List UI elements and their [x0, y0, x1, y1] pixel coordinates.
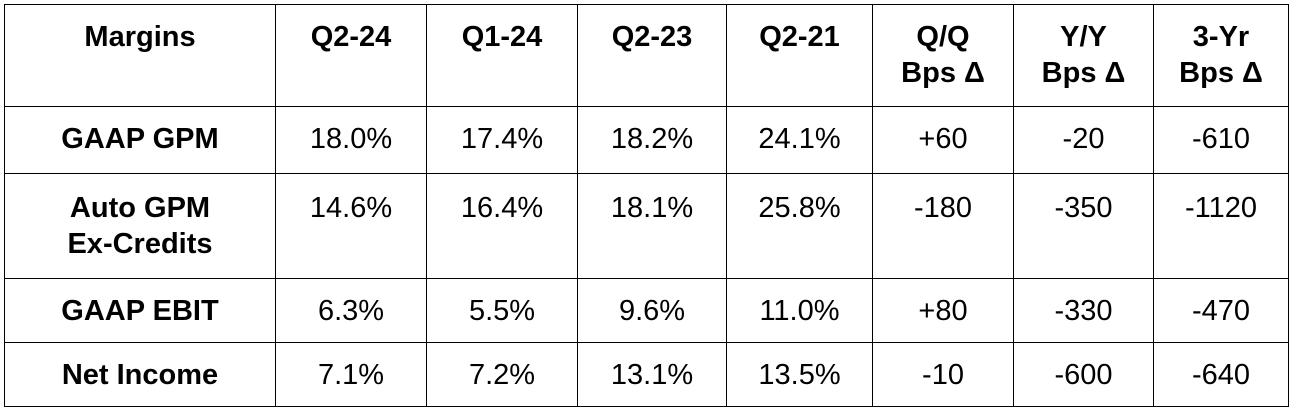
table-row: GAAP GPM 18.0% 17.4% 18.2% 24.1% +60 -20… [4, 106, 1289, 174]
table-header-row: Margins Q2-24 Q1-24 Q2-23 Q2-21 Q/Q Bps … [4, 4, 1289, 107]
cell-qq: +80 [872, 278, 1014, 343]
header-q2-24: Q2-24 [275, 4, 427, 107]
cell-q2-21: 13.5% [726, 342, 873, 407]
cell-q2-24: 18.0% [275, 106, 427, 174]
header-3yr-line2: Bps Δ [1179, 57, 1263, 89]
header-yy-bps: Y/Y Bps Δ [1013, 4, 1154, 107]
header-3yr-line1: 3-Yr [1192, 21, 1250, 53]
cell-q2-21: 25.8% [726, 173, 873, 279]
cell-q1-24: 17.4% [426, 106, 578, 174]
cell-yy: -600 [1013, 342, 1154, 407]
cell-q2-23: 9.6% [577, 278, 727, 343]
header-q2-21: Q2-21 [726, 4, 873, 107]
cell-q2-24: 14.6% [275, 173, 427, 279]
cell-q2-23: 18.2% [577, 106, 727, 174]
cell-q2-21: 24.1% [726, 106, 873, 174]
row-label: GAAP EBIT [4, 278, 276, 343]
margins-table: Margins Q2-24 Q1-24 Q2-23 Q2-21 Q/Q Bps … [4, 4, 1289, 407]
header-qq-line2: Bps Δ [901, 57, 985, 89]
header-yy-line2: Bps Δ [1041, 57, 1126, 89]
table-row: GAAP EBIT 6.3% 5.5% 9.6% 11.0% +80 -330 … [4, 278, 1289, 343]
cell-yy: -330 [1013, 278, 1154, 343]
cell-3yr: -1120 [1153, 173, 1289, 279]
row-label: Net Income [4, 342, 276, 407]
cell-yy: -20 [1013, 106, 1154, 174]
cell-q2-23: 13.1% [577, 342, 727, 407]
cell-3yr: -470 [1153, 278, 1289, 343]
table-row: Auto GPM Ex-Credits 14.6% 16.4% 18.1% 25… [4, 173, 1289, 279]
header-qq-bps: Q/Q Bps Δ [872, 4, 1014, 107]
cell-qq: +60 [872, 106, 1014, 174]
cell-3yr: -640 [1153, 342, 1289, 407]
cell-q2-21: 11.0% [726, 278, 873, 343]
cell-q2-24: 6.3% [275, 278, 427, 343]
header-qq-line1: Q/Q [916, 21, 970, 53]
cell-yy: -350 [1013, 173, 1154, 279]
cell-3yr: -610 [1153, 106, 1289, 174]
cell-q1-24: 7.2% [426, 342, 578, 407]
header-margins: Margins [4, 4, 276, 107]
cell-qq: -180 [872, 173, 1014, 279]
cell-q2-23: 18.1% [577, 173, 727, 279]
row-label: Auto GPM Ex-Credits [4, 173, 276, 279]
header-q2-23: Q2-23 [577, 4, 727, 107]
cell-q1-24: 16.4% [426, 173, 578, 279]
header-yy-line1: Y/Y [1060, 21, 1107, 53]
cell-q2-24: 7.1% [275, 342, 427, 407]
cell-qq: -10 [872, 342, 1014, 407]
row-label: GAAP GPM [4, 106, 276, 174]
header-q1-24: Q1-24 [426, 4, 578, 107]
header-3yr-bps: 3-Yr Bps Δ [1153, 4, 1289, 107]
cell-q1-24: 5.5% [426, 278, 578, 343]
table-row: Net Income 7.1% 7.2% 13.1% 13.5% -10 -60… [4, 342, 1289, 407]
